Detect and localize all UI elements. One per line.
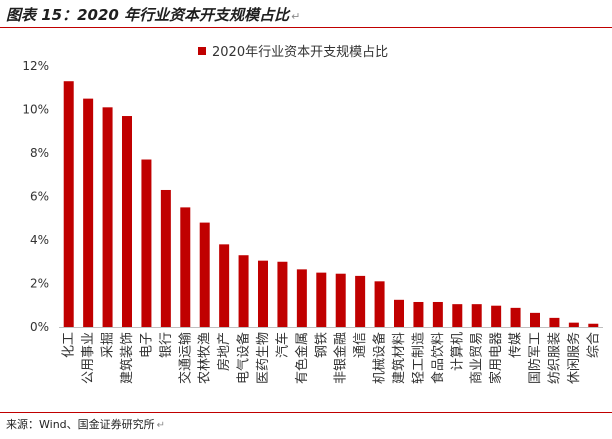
bar <box>83 98 94 328</box>
y-tick-label: 2% <box>30 277 49 291</box>
figure-title: 图表 15：2020 年行业资本开支规模占比 ↵ <box>6 4 300 25</box>
bar-chart: 2020年行业资本开支规模占比0%2%4%6%8%10%12%化工 公用事业 采掘建… <box>22 45 603 384</box>
y-tick-label: 10% <box>22 103 49 117</box>
x-category-label: 医药生物 <box>256 332 271 384</box>
x-category-label: 食品饮料 <box>430 332 446 384</box>
bar <box>219 244 230 327</box>
x-category-label: 纺织服装 <box>547 332 562 384</box>
return-mark-icon-footer: ↵ <box>156 420 166 431</box>
top-rule <box>0 27 612 28</box>
bar <box>238 255 249 327</box>
bottom-rule <box>0 412 612 413</box>
bar <box>258 260 268 327</box>
x-category-label: 电子 <box>139 332 154 358</box>
bar <box>277 261 288 327</box>
figure-source: 来源：Wind、国金证券研究所 ↵ <box>6 416 165 432</box>
bar <box>296 269 307 327</box>
x-category-label: 轻工制造 <box>411 332 426 384</box>
bar <box>394 299 404 327</box>
x-category-label: 公用事业 <box>81 332 96 384</box>
bar <box>471 304 482 327</box>
x-category-label: 机械设备 <box>372 332 388 384</box>
x-category-label: 商业贸易 <box>470 332 485 384</box>
x-category-label: 交通运输 <box>177 332 193 384</box>
x-category-label: 钢铁 <box>314 332 329 358</box>
x-category-label: 汽车 <box>274 332 290 358</box>
bar <box>452 304 463 327</box>
bar <box>491 305 502 327</box>
bar <box>374 281 385 327</box>
y-tick-label: 8% <box>30 146 49 160</box>
y-tick-label: 4% <box>30 233 49 247</box>
bar <box>588 323 599 327</box>
bar <box>316 272 327 328</box>
bar <box>122 116 132 327</box>
legend-label: 2020年行业资本开支规模占比 <box>212 45 388 60</box>
bar <box>180 207 191 328</box>
bar <box>160 189 171 327</box>
x-category-label: 传媒 <box>509 332 524 358</box>
y-tick-label: 12% <box>22 59 49 73</box>
y-tick-label: 6% <box>30 190 49 204</box>
x-category-label: 有色金属 <box>294 332 310 384</box>
x-category-label: 国防军工 <box>527 332 543 384</box>
x-category-label: 农林牧渔 <box>198 332 213 384</box>
x-category-label: 化工 <box>62 332 77 358</box>
x-category-label: 采掘 <box>101 332 116 358</box>
x-category-label: 综合 <box>586 332 601 358</box>
return-mark-icon: ↵ <box>291 10 301 23</box>
y-tick-label: 0% <box>30 320 49 334</box>
bar <box>355 275 366 327</box>
legend-swatch <box>198 47 206 55</box>
bar <box>141 159 152 327</box>
x-category-label: 家用电器 <box>488 332 504 384</box>
figure-header: 图表 15：2020 年行业资本开支规模占比 ↵ <box>0 0 612 28</box>
x-category-label: 电气设备 <box>236 332 252 384</box>
source-text: 来源：Wind、国金证券研究所 <box>6 418 155 431</box>
x-category-label: 建筑装饰 <box>119 332 135 384</box>
bar <box>432 301 443 327</box>
x-category-label: 计算机 <box>450 332 465 371</box>
bar <box>510 307 521 327</box>
bar <box>413 301 424 327</box>
x-category-label: 银行 <box>159 332 174 358</box>
x-category-label: 非银金融 <box>333 332 349 384</box>
bar <box>530 312 540 327</box>
x-category-label: 通信 <box>353 332 368 358</box>
bar <box>549 317 560 327</box>
x-category-label: 休闲服务 <box>566 332 582 384</box>
x-category-label: 建筑材料 <box>391 332 407 384</box>
bar <box>199 222 210 327</box>
bar <box>335 273 346 327</box>
bar <box>102 107 113 327</box>
figure-title-text: 图表 15：2020 年行业资本开支规模占比 <box>6 6 290 24</box>
bar <box>568 322 579 327</box>
bar <box>63 81 74 327</box>
x-category-label: 房地产 <box>216 332 232 371</box>
